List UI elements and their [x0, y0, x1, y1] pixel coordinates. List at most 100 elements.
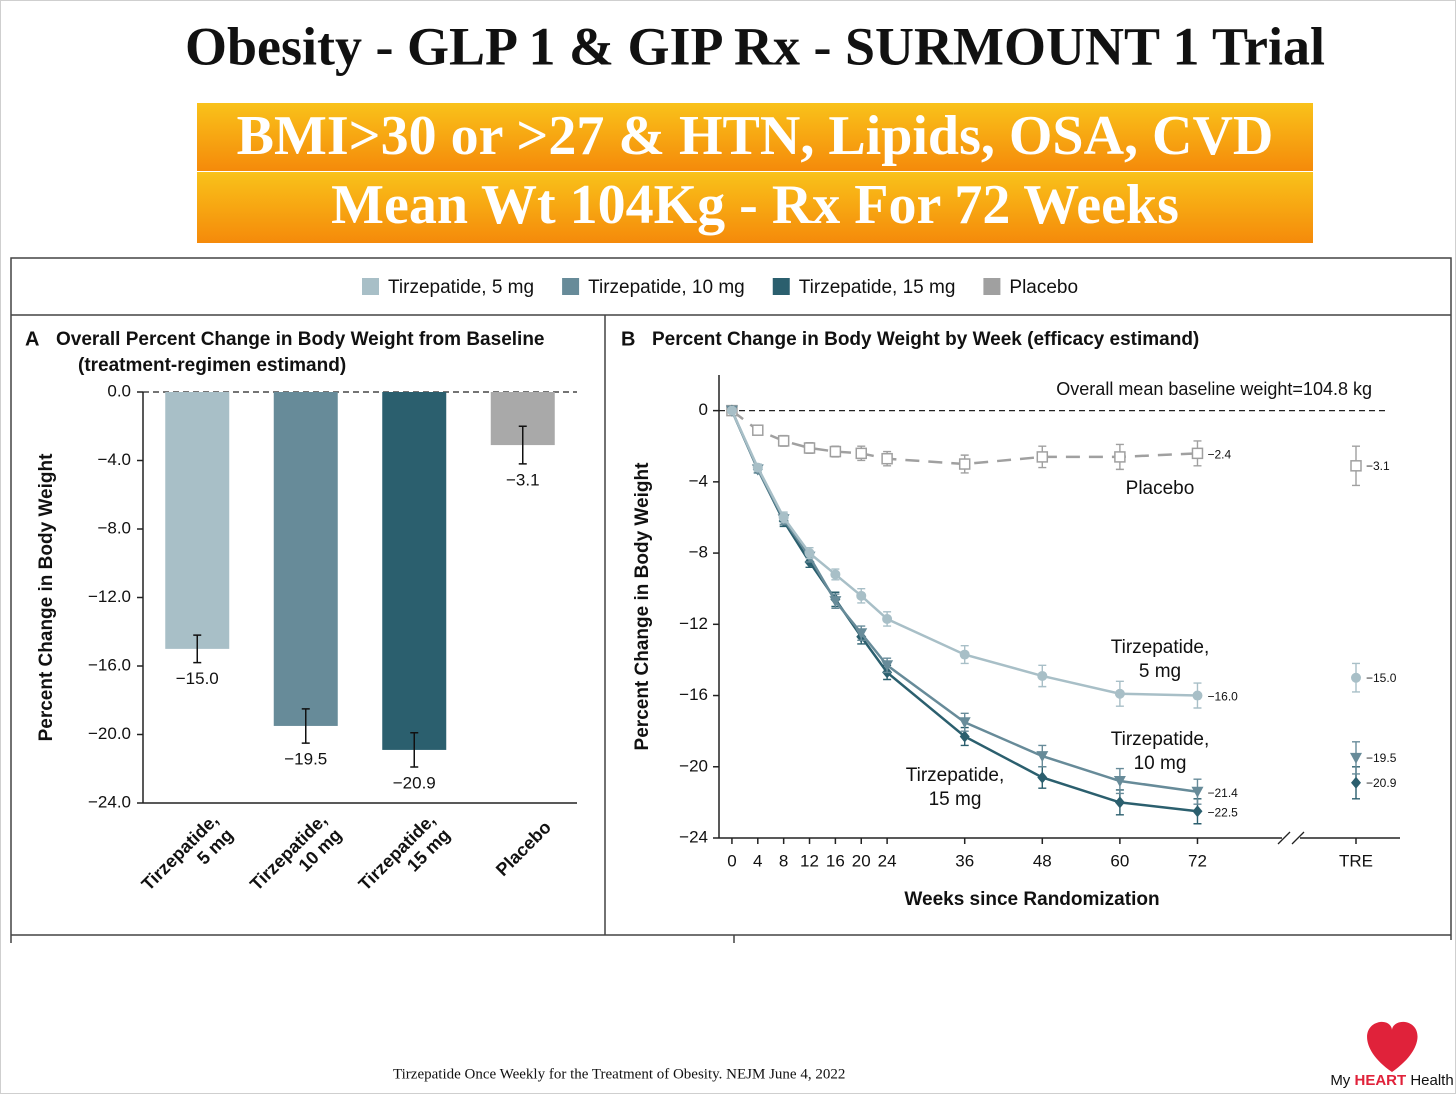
marker	[1191, 786, 1204, 798]
slide-title: Obesity - GLP 1 & GIP Rx - SURMOUNT 1 Tr…	[185, 16, 1325, 76]
marker	[829, 445, 842, 458]
bar	[382, 392, 447, 750]
legend-swatch	[562, 278, 580, 295]
y-tick-label: 0.0	[107, 381, 131, 400]
panel-title: Overall Percent Change in Body Weight fr…	[56, 329, 545, 350]
y-tick-label: −20.0	[88, 724, 131, 743]
y-axis-label: Percent Change in Body Weight	[36, 453, 57, 742]
end-value-label: −22.5	[1207, 805, 1238, 819]
y-tick-label: −16	[679, 685, 708, 704]
y-tick-label: −4	[689, 471, 708, 490]
y-tick-label: 0	[699, 400, 708, 419]
marker	[856, 590, 867, 601]
marker	[803, 442, 816, 454]
banner-line: BMI>30 or >27 & HTN, Lipids, OSA, CVD	[237, 105, 1274, 167]
bar	[165, 392, 230, 649]
x-tick-label: 60	[1110, 851, 1129, 870]
marker	[1036, 751, 1049, 763]
x-tick-label: 0	[727, 851, 736, 870]
axis-break	[1277, 831, 1305, 845]
marker	[1192, 805, 1203, 818]
x-tick-label: 36	[955, 851, 974, 870]
tre-value-label: −19.5	[1366, 751, 1397, 765]
marker	[958, 717, 971, 729]
marker	[752, 462, 763, 473]
logo-text: HEART	[1354, 1072, 1406, 1089]
marker	[1036, 451, 1049, 463]
marker	[829, 596, 842, 608]
x-tick-label: 20	[852, 851, 871, 870]
x-tick-label: TRE	[1339, 851, 1373, 870]
y-tick-label: −8.0	[97, 518, 131, 537]
y-tick-label: −20	[679, 756, 708, 775]
marker	[1350, 460, 1362, 472]
marker	[1114, 451, 1126, 463]
tre-value-label: −15.0	[1366, 671, 1397, 685]
series-label: Tirzepatide, 15 mg	[906, 765, 1005, 810]
legend-swatch	[362, 278, 379, 295]
banner-line: Mean Wt 104Kg - Rx For 72 Weeks	[331, 174, 1179, 236]
y-tick-label: −12.0	[88, 587, 131, 606]
marker	[958, 458, 971, 470]
y-tick-label: −24	[679, 827, 708, 846]
marker	[959, 730, 970, 743]
y-tick-label: −4.0	[97, 450, 131, 469]
banner-band	[197, 172, 1313, 243]
banner-band	[197, 103, 1313, 171]
legend-swatch	[983, 278, 1001, 295]
series-label: Tirzepatide, 5 mg	[1111, 637, 1210, 682]
panel-title: Percent Change in Body Weight by Week (e…	[652, 329, 1199, 350]
value-label: −19.5	[284, 750, 327, 769]
value-label: −3.1	[506, 470, 540, 489]
value-label: −15.0	[176, 669, 219, 688]
y-tick-label: −8	[689, 543, 708, 562]
citation: Tirzepatide Once Weekly for the Treatmen…	[393, 1066, 845, 1082]
marker	[778, 512, 789, 523]
marker	[881, 452, 893, 465]
marker	[855, 447, 867, 460]
value-label: −20.9	[393, 774, 436, 793]
marker	[1114, 796, 1125, 809]
logo: My HEART Health	[1330, 1072, 1453, 1089]
logo-text: My	[1330, 1072, 1350, 1089]
panel-letter: A	[25, 328, 39, 350]
series-label: Placebo	[1126, 478, 1195, 499]
marker	[1192, 690, 1203, 701]
tre-value-label: −20.9	[1366, 776, 1397, 790]
marker	[1351, 776, 1361, 789]
annotation: Overall mean baseline weight=104.8 kg	[1056, 379, 1372, 399]
x-tick-label: 12	[800, 851, 819, 870]
error-bar	[410, 732, 419, 768]
end-value-label: −16.0	[1207, 690, 1238, 704]
y-tick-label: −12	[679, 614, 708, 633]
y-axis-label: Percent Change in Body Weight	[632, 462, 653, 751]
marker	[777, 435, 790, 447]
panel-title: (treatment-regimen estimand)	[78, 355, 346, 376]
marker	[881, 660, 894, 672]
x-tick-label: 8	[779, 851, 788, 870]
legend-swatch	[772, 278, 790, 295]
error-bar	[301, 708, 310, 744]
tre-value-label: −3.1	[1366, 459, 1390, 473]
x-tick-label: 48	[1033, 851, 1052, 870]
marker	[882, 613, 893, 624]
y-tick-label: −16.0	[88, 655, 131, 674]
end-value-label: −2.4	[1207, 448, 1231, 462]
x-axis-label: Weeks since Randomization	[904, 889, 1159, 910]
x-tick-label: 4	[753, 851, 762, 870]
x-tick-label: 16	[826, 851, 845, 870]
marker	[1037, 771, 1048, 784]
marker	[1114, 688, 1125, 699]
x-tick-label: 72	[1188, 851, 1207, 870]
bar	[273, 392, 338, 726]
panel-letter: B	[621, 328, 635, 350]
legend-label: Tirzepatide, 5 mg	[388, 277, 534, 298]
marker	[752, 424, 764, 436]
marker	[1351, 672, 1361, 683]
marker	[1037, 670, 1048, 681]
legend-label: Tirzepatide, 10 mg	[588, 277, 745, 298]
legend-label: Tirzepatide, 15 mg	[799, 277, 956, 298]
marker	[1113, 776, 1126, 788]
